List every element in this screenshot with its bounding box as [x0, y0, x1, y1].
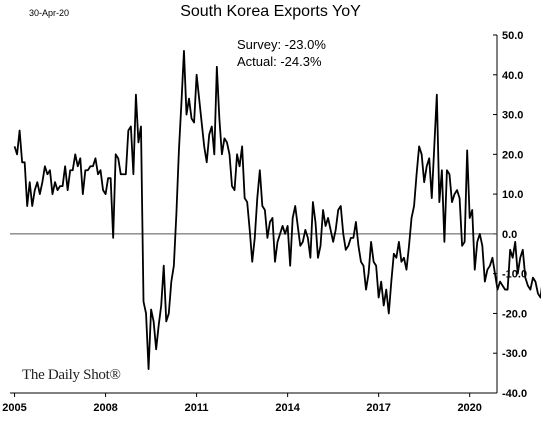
y-tick-label: -40.0: [502, 388, 527, 400]
annotation-actual: Actual: -24.3%: [237, 54, 322, 69]
x-tick-label: 2011: [185, 402, 209, 414]
x-tick-label: 2017: [366, 402, 390, 414]
y-axis: 50.0 40.0 30.0 20.0 10.0 0.0 -10.0 -20.0 -30.0 -4…: [493, 30, 527, 400]
chart-title: South Korea Exports YoY: [180, 3, 361, 20]
x-tick-label: 2008: [93, 402, 117, 414]
y-tick-label: 20.0: [502, 149, 523, 161]
series-line: [13, 50, 541, 371]
annotation-survey: Survey: -23.0%: [237, 37, 326, 52]
chart-frame: [10, 35, 498, 394]
y-tick-label: 10.0: [502, 189, 523, 201]
y-tick-label: 30.0: [502, 110, 523, 122]
y-tick-label: -30.0: [502, 348, 527, 360]
x-tick-label: 2014: [275, 402, 300, 414]
y-tick-label: 0.0: [502, 229, 517, 241]
watermark-logo: The Daily Shot®: [22, 367, 121, 383]
y-tick-label: -20.0: [502, 308, 527, 320]
y-tick-label: 50.0: [502, 30, 523, 42]
x-tick-label: 2020: [457, 402, 481, 414]
date-stamp: 30-Apr-20: [29, 8, 70, 18]
y-tick-label: -10.0: [502, 269, 527, 281]
x-axis: 2005 2008 2011 2014 2017 2020: [2, 393, 482, 414]
x-tick-label: 2005: [2, 402, 26, 414]
y-tick-label: 40.0: [502, 70, 523, 82]
